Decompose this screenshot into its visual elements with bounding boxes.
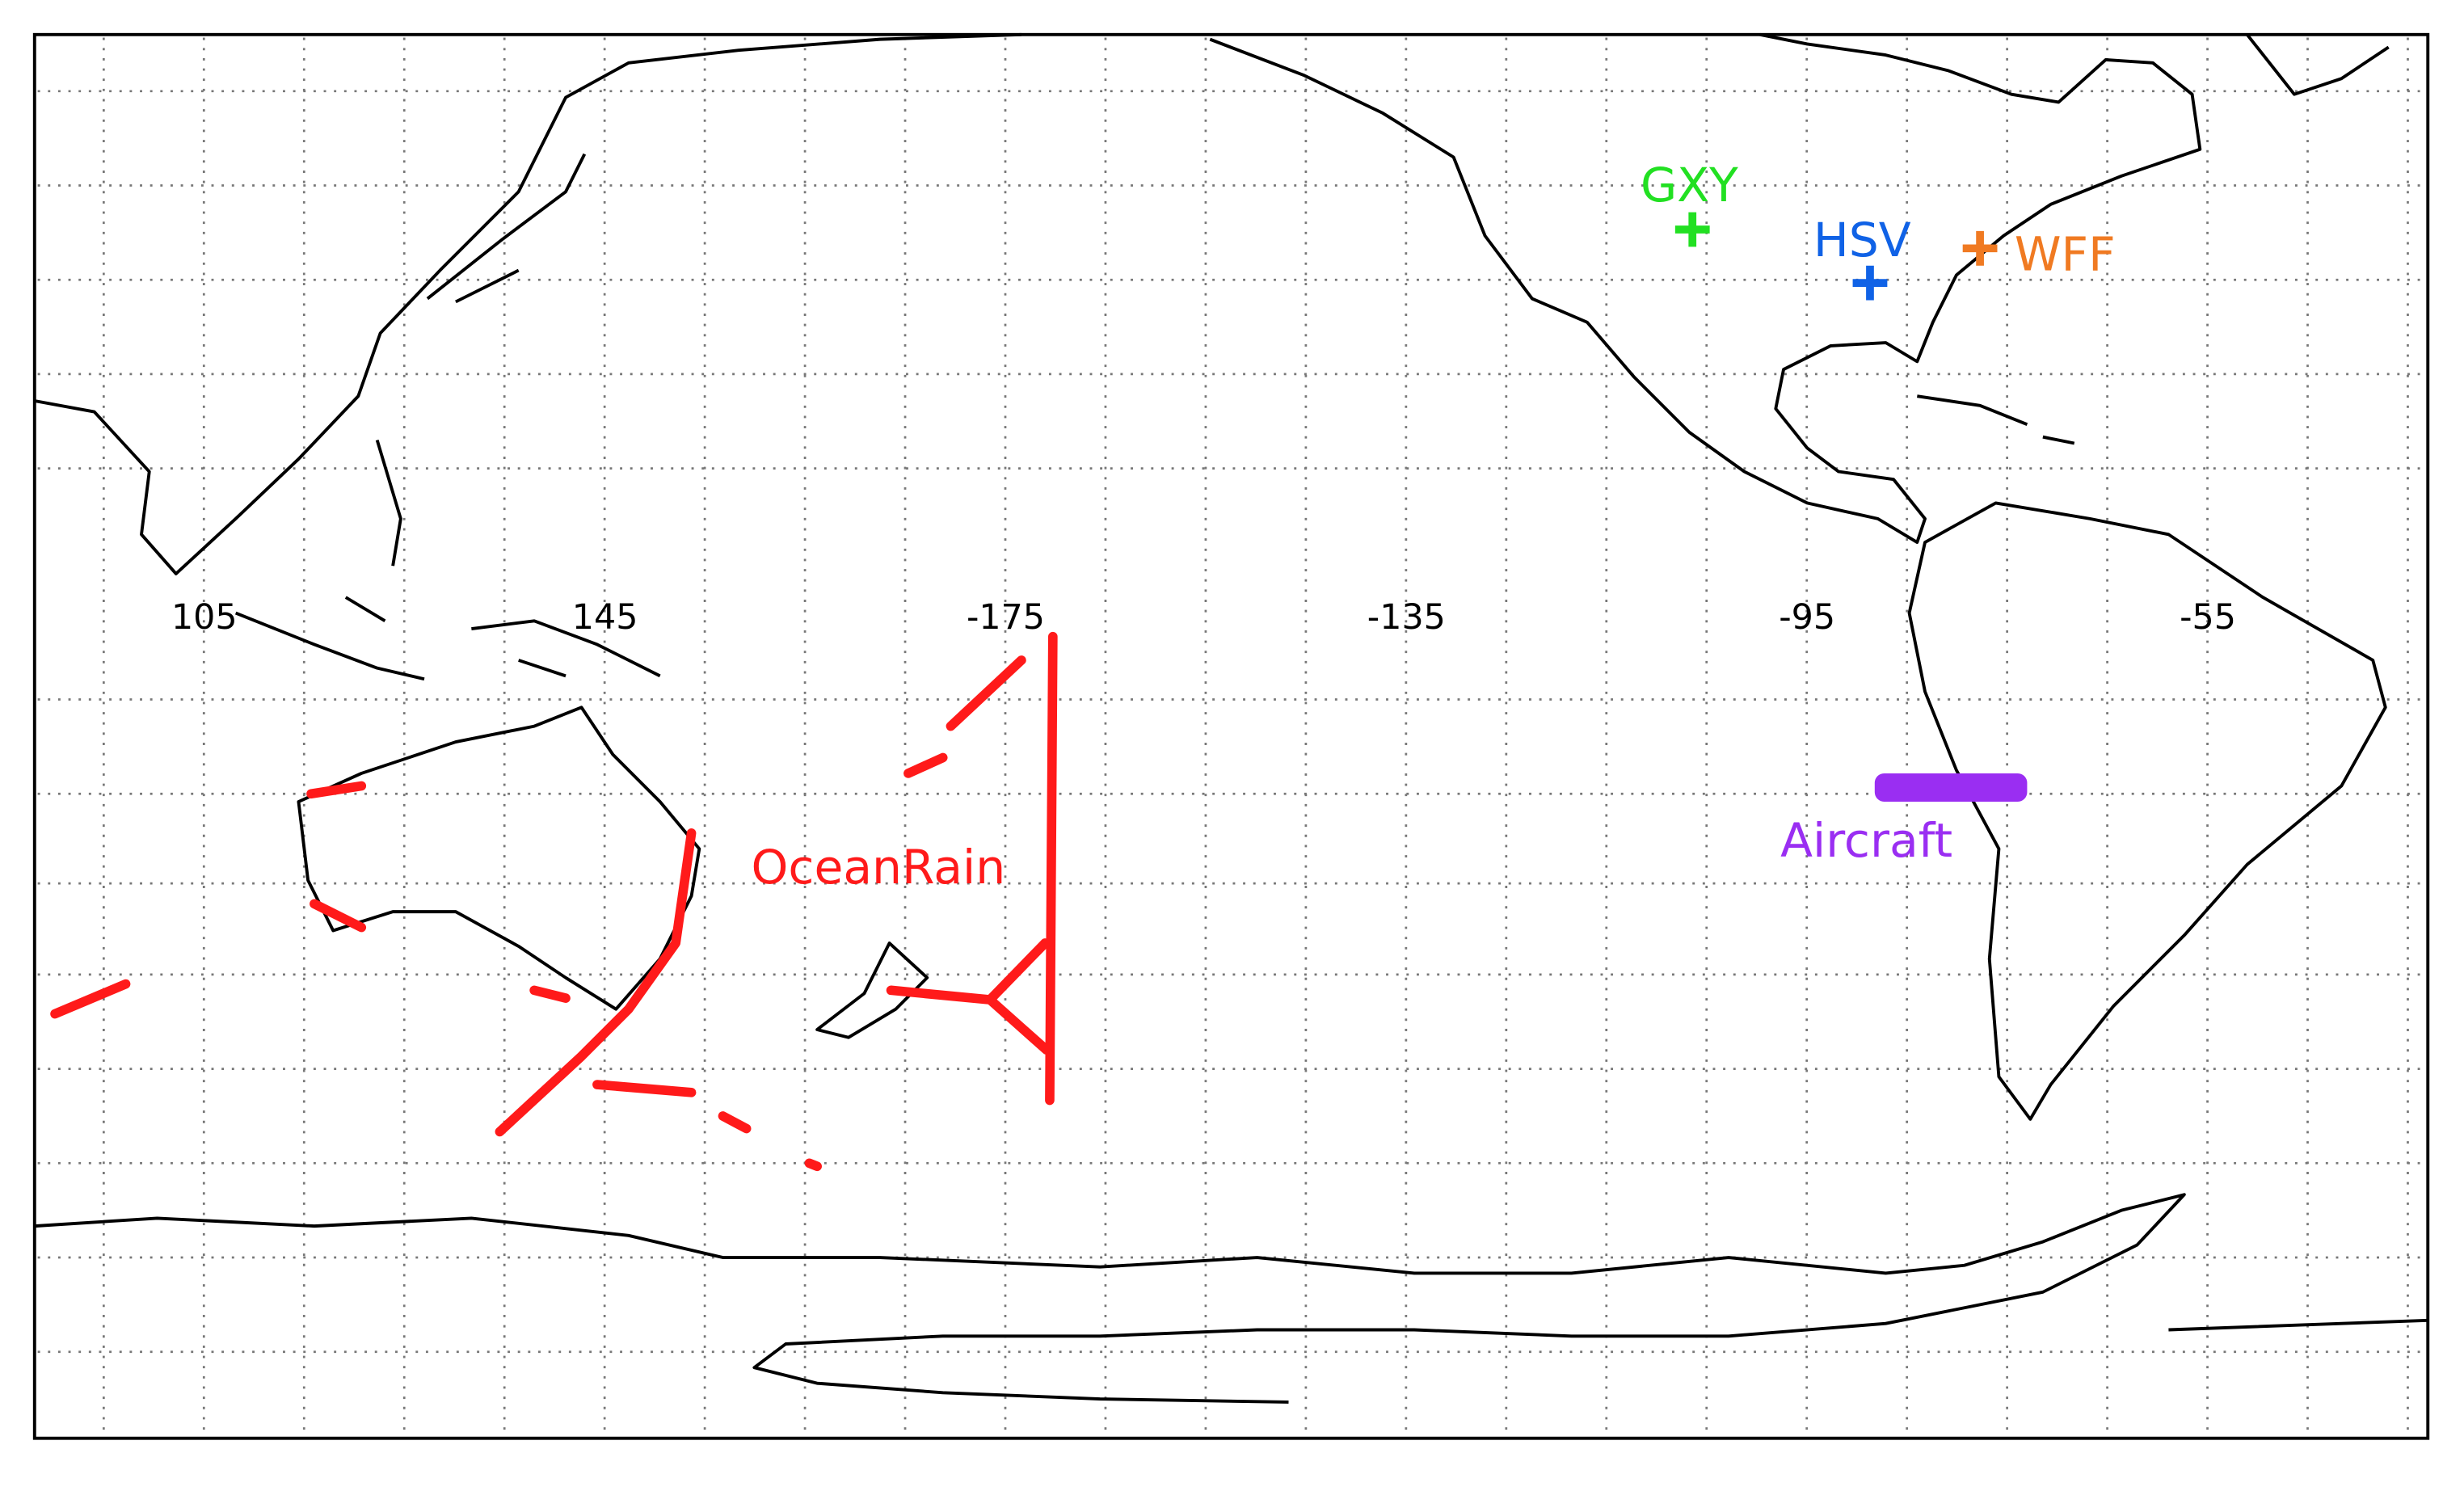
site-marker bbox=[1852, 265, 1888, 301]
aircraft-track bbox=[1874, 773, 2028, 802]
site-label: WFF bbox=[2015, 227, 2116, 282]
japan bbox=[426, 153, 587, 304]
indonesia bbox=[234, 440, 661, 681]
ocean-rain-track bbox=[50, 631, 1058, 1172]
site-label: GXY bbox=[1641, 158, 1738, 213]
longitude-label: -55 bbox=[2180, 597, 2236, 638]
longitude-label: -95 bbox=[1779, 597, 1835, 638]
greenland bbox=[2246, 33, 2390, 96]
longitude-label: 145 bbox=[572, 597, 638, 638]
map-frame bbox=[32, 32, 2430, 1440]
ocean-rain-tracks bbox=[50, 631, 1058, 1172]
north-america bbox=[1209, 32, 2202, 544]
aircraft-label: Aircraft bbox=[1780, 813, 1952, 868]
antarctica bbox=[34, 1193, 2428, 1404]
site-label: HSV bbox=[1813, 213, 1911, 267]
longitude-label: -175 bbox=[967, 597, 1045, 638]
site-marker bbox=[1674, 212, 1710, 247]
ocean-rain-label: OceanRain bbox=[751, 840, 1005, 895]
longitude-label: 105 bbox=[171, 597, 238, 638]
caribbean bbox=[1917, 394, 2075, 445]
coastlines bbox=[34, 32, 2428, 1404]
asia bbox=[34, 32, 1021, 575]
site-marker bbox=[1962, 230, 1998, 266]
longitude-label: -135 bbox=[1367, 597, 1446, 638]
new-zealand bbox=[815, 941, 929, 1039]
